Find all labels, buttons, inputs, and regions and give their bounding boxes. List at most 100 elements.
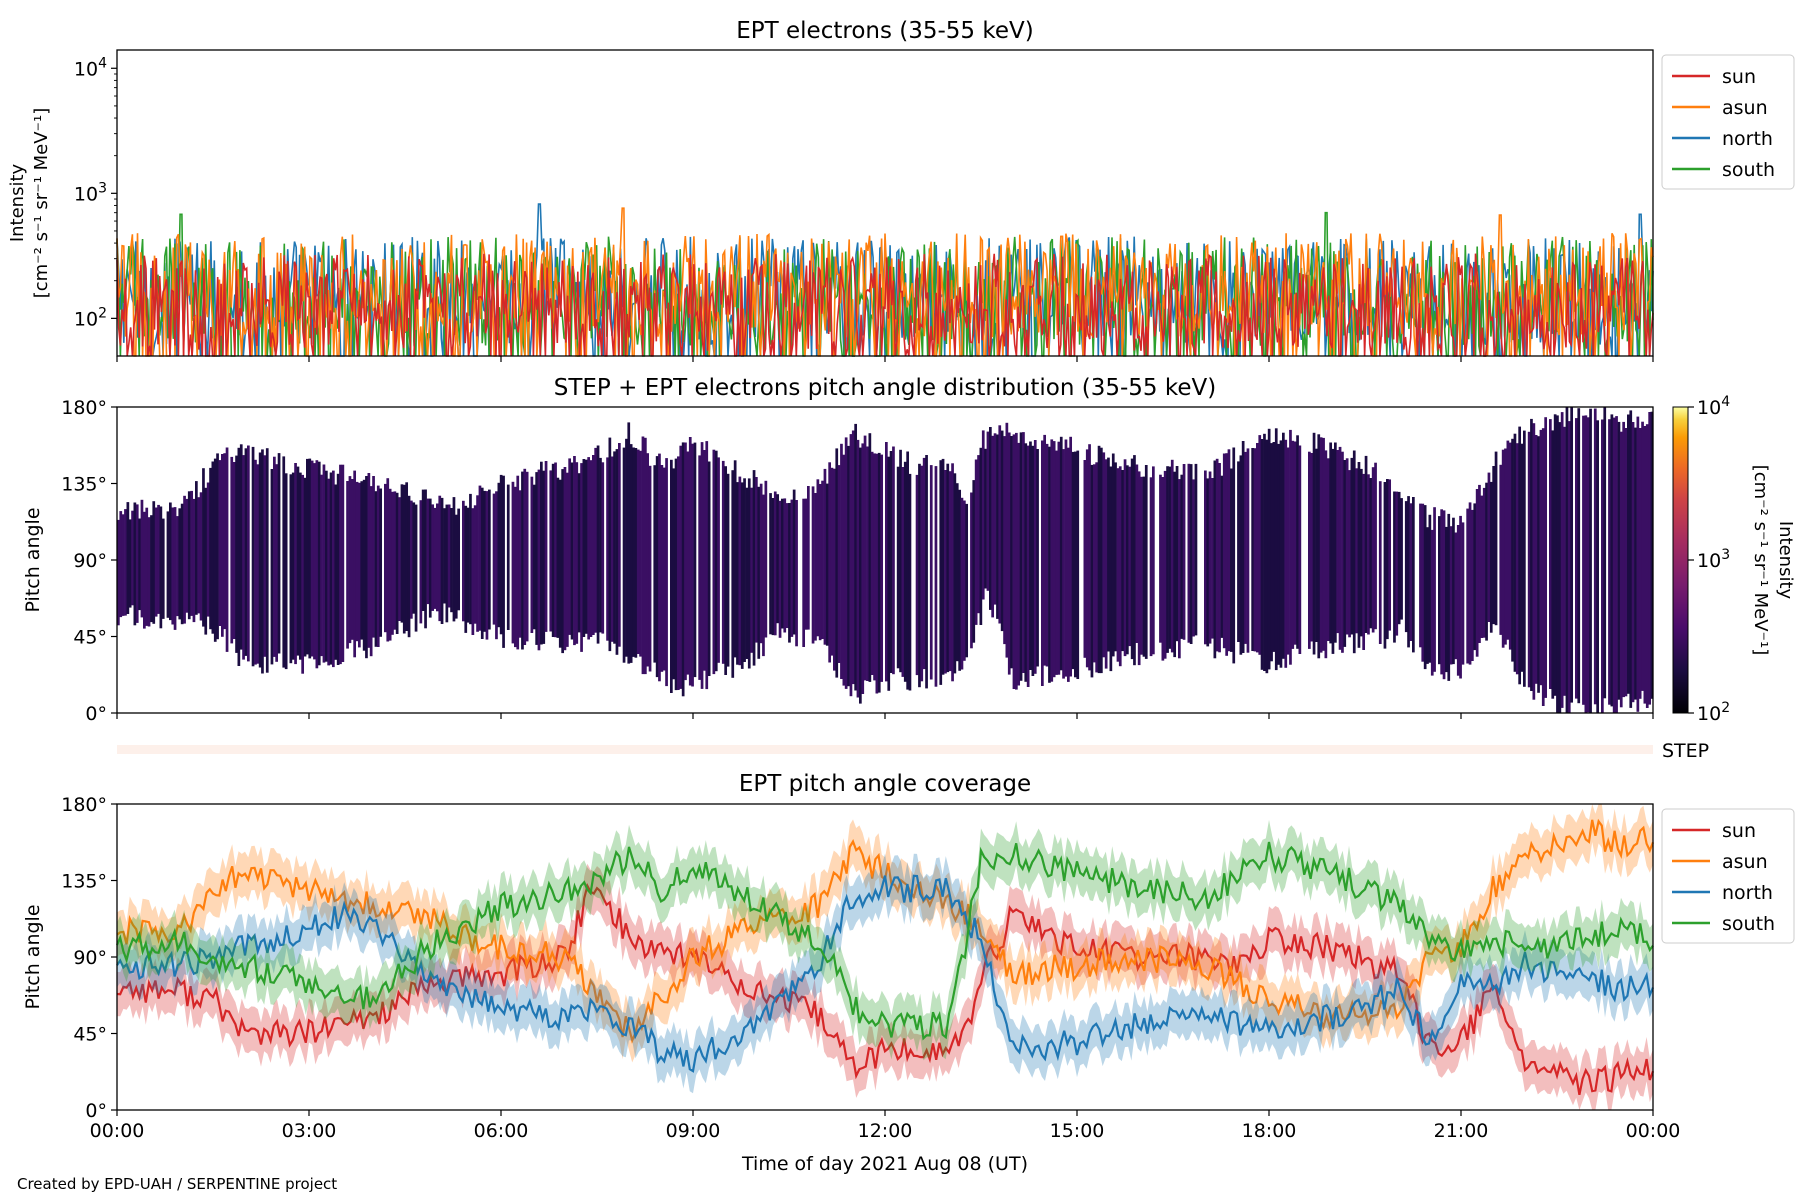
heatmap-cell (1397, 491, 1401, 625)
heatmap-cell (447, 504, 451, 608)
heatmap-cell (412, 502, 416, 614)
heatmap-cell (974, 459, 978, 625)
heatmap-cell (606, 457, 609, 641)
heatmap-cell (1024, 443, 1028, 682)
heatmap-cell (648, 465, 652, 672)
heatmap-cell (1506, 440, 1510, 640)
heatmap-cell (315, 460, 319, 669)
panel3-ylabel: Pitch angle (22, 904, 44, 1009)
heatmap-cell (291, 472, 295, 660)
legend-label-sun: sun (1722, 820, 1756, 842)
heatmap-cell (575, 462, 579, 644)
heatmap-cell (1022, 432, 1025, 673)
heatmap-cell (126, 502, 130, 614)
heatmap-cell (306, 458, 309, 655)
heatmap-cell (275, 464, 279, 662)
y-tick-label: 103 (74, 180, 107, 205)
heatmap-cell (769, 493, 772, 635)
heatmap-cell (1225, 453, 1229, 656)
heatmap-cell (1012, 434, 1016, 689)
heatmap-cell (1489, 481, 1493, 633)
heatmap-cell (1114, 462, 1117, 652)
heatmap-cell (896, 466, 900, 669)
heatmap-cell (1135, 464, 1139, 643)
heatmap-cell (613, 451, 616, 644)
heatmap-cell (1048, 446, 1051, 683)
heatmap-cell (537, 469, 541, 651)
heatmap-cell (1386, 479, 1389, 640)
series-band-south (117, 819, 1653, 1061)
heatmap-cell (705, 441, 709, 690)
x-tick-label: 12:00 (858, 1120, 913, 1142)
y-tick-label: 45° (73, 1024, 107, 1046)
heatmap-cell (1187, 463, 1191, 643)
heatmap-cell (977, 455, 980, 614)
heatmap-cell (431, 504, 435, 611)
heatmap-cell (963, 500, 966, 661)
heatmap-cell (495, 491, 498, 640)
heatmap-cell (1388, 479, 1392, 631)
heatmap-cell (1343, 460, 1347, 647)
heatmap-cell (615, 449, 619, 655)
heatmap-cell (1308, 451, 1311, 649)
heatmap-cell (877, 452, 881, 693)
heatmap-cell (464, 505, 468, 633)
panel1-plot-area (116, 49, 1654, 357)
heatmap-cell (662, 467, 666, 671)
panel3-legend: sun asun north south (1661, 808, 1795, 944)
heatmap-cell (171, 507, 175, 625)
heatmap-cell (261, 449, 264, 674)
heatmap-cell (1541, 428, 1545, 706)
heatmap-cell (1471, 509, 1474, 661)
heatmap-cell (1480, 495, 1484, 638)
heatmap-cell (514, 486, 517, 648)
heatmap-cell (1518, 426, 1522, 685)
heatmap-cell (488, 489, 491, 630)
heatmap-cell (1421, 503, 1425, 662)
step-label: STEP (1662, 740, 1709, 762)
heatmap-cell (443, 508, 446, 604)
heatmap-cell (1638, 428, 1642, 699)
colorbar-ticks: 102 103 104 (1688, 394, 1730, 725)
heatmap-cell (1230, 468, 1233, 652)
heatmap-cell (1296, 435, 1299, 649)
heatmap-cell (1043, 434, 1047, 666)
heatmap-cell (204, 487, 208, 635)
x-tick-label: 00:00 (1626, 1120, 1681, 1142)
heatmap-cell (804, 498, 808, 630)
heatmap-cell (989, 427, 992, 610)
heatmap-cell (1194, 463, 1198, 636)
x-tick-label: 06:00 (474, 1120, 529, 1142)
heatmap-cell (1310, 453, 1314, 642)
heatmap-cell (131, 510, 134, 606)
heatmap-cell (1246, 448, 1250, 653)
heatmap-cell (986, 431, 990, 591)
heatmap-cell (665, 458, 668, 687)
heatmap-cell (1118, 466, 1122, 667)
heatmap-cell (1026, 445, 1030, 687)
heatmap-cell (762, 494, 765, 657)
heatmap-cell (925, 455, 928, 689)
heatmap-cell (1152, 466, 1155, 655)
heatmap-cell (854, 423, 858, 691)
heatmap-cell (1055, 450, 1058, 675)
heatmap-cell (1475, 489, 1479, 657)
heatmap-cell (402, 484, 406, 634)
heatmap-cell (568, 458, 572, 635)
heatmap-cell (1482, 487, 1486, 638)
heatmap-cell (1206, 478, 1210, 647)
heatmap-cell (301, 474, 305, 674)
heatmap-cell (119, 511, 123, 618)
heatmap-cell (833, 468, 836, 671)
heatmap-cell (1459, 515, 1462, 679)
heatmap-cell (993, 433, 997, 605)
heatmap-cell (1345, 458, 1349, 635)
heatmap-cell (953, 473, 957, 674)
heatmap-cell (445, 504, 449, 623)
heatmap-cell (282, 456, 286, 668)
heatmap-cell (684, 442, 687, 681)
heatmap-cell (1393, 491, 1396, 643)
heatmap-cell (1166, 466, 1169, 653)
heatmap-cell (899, 449, 902, 673)
heatmap-cell (830, 467, 834, 656)
